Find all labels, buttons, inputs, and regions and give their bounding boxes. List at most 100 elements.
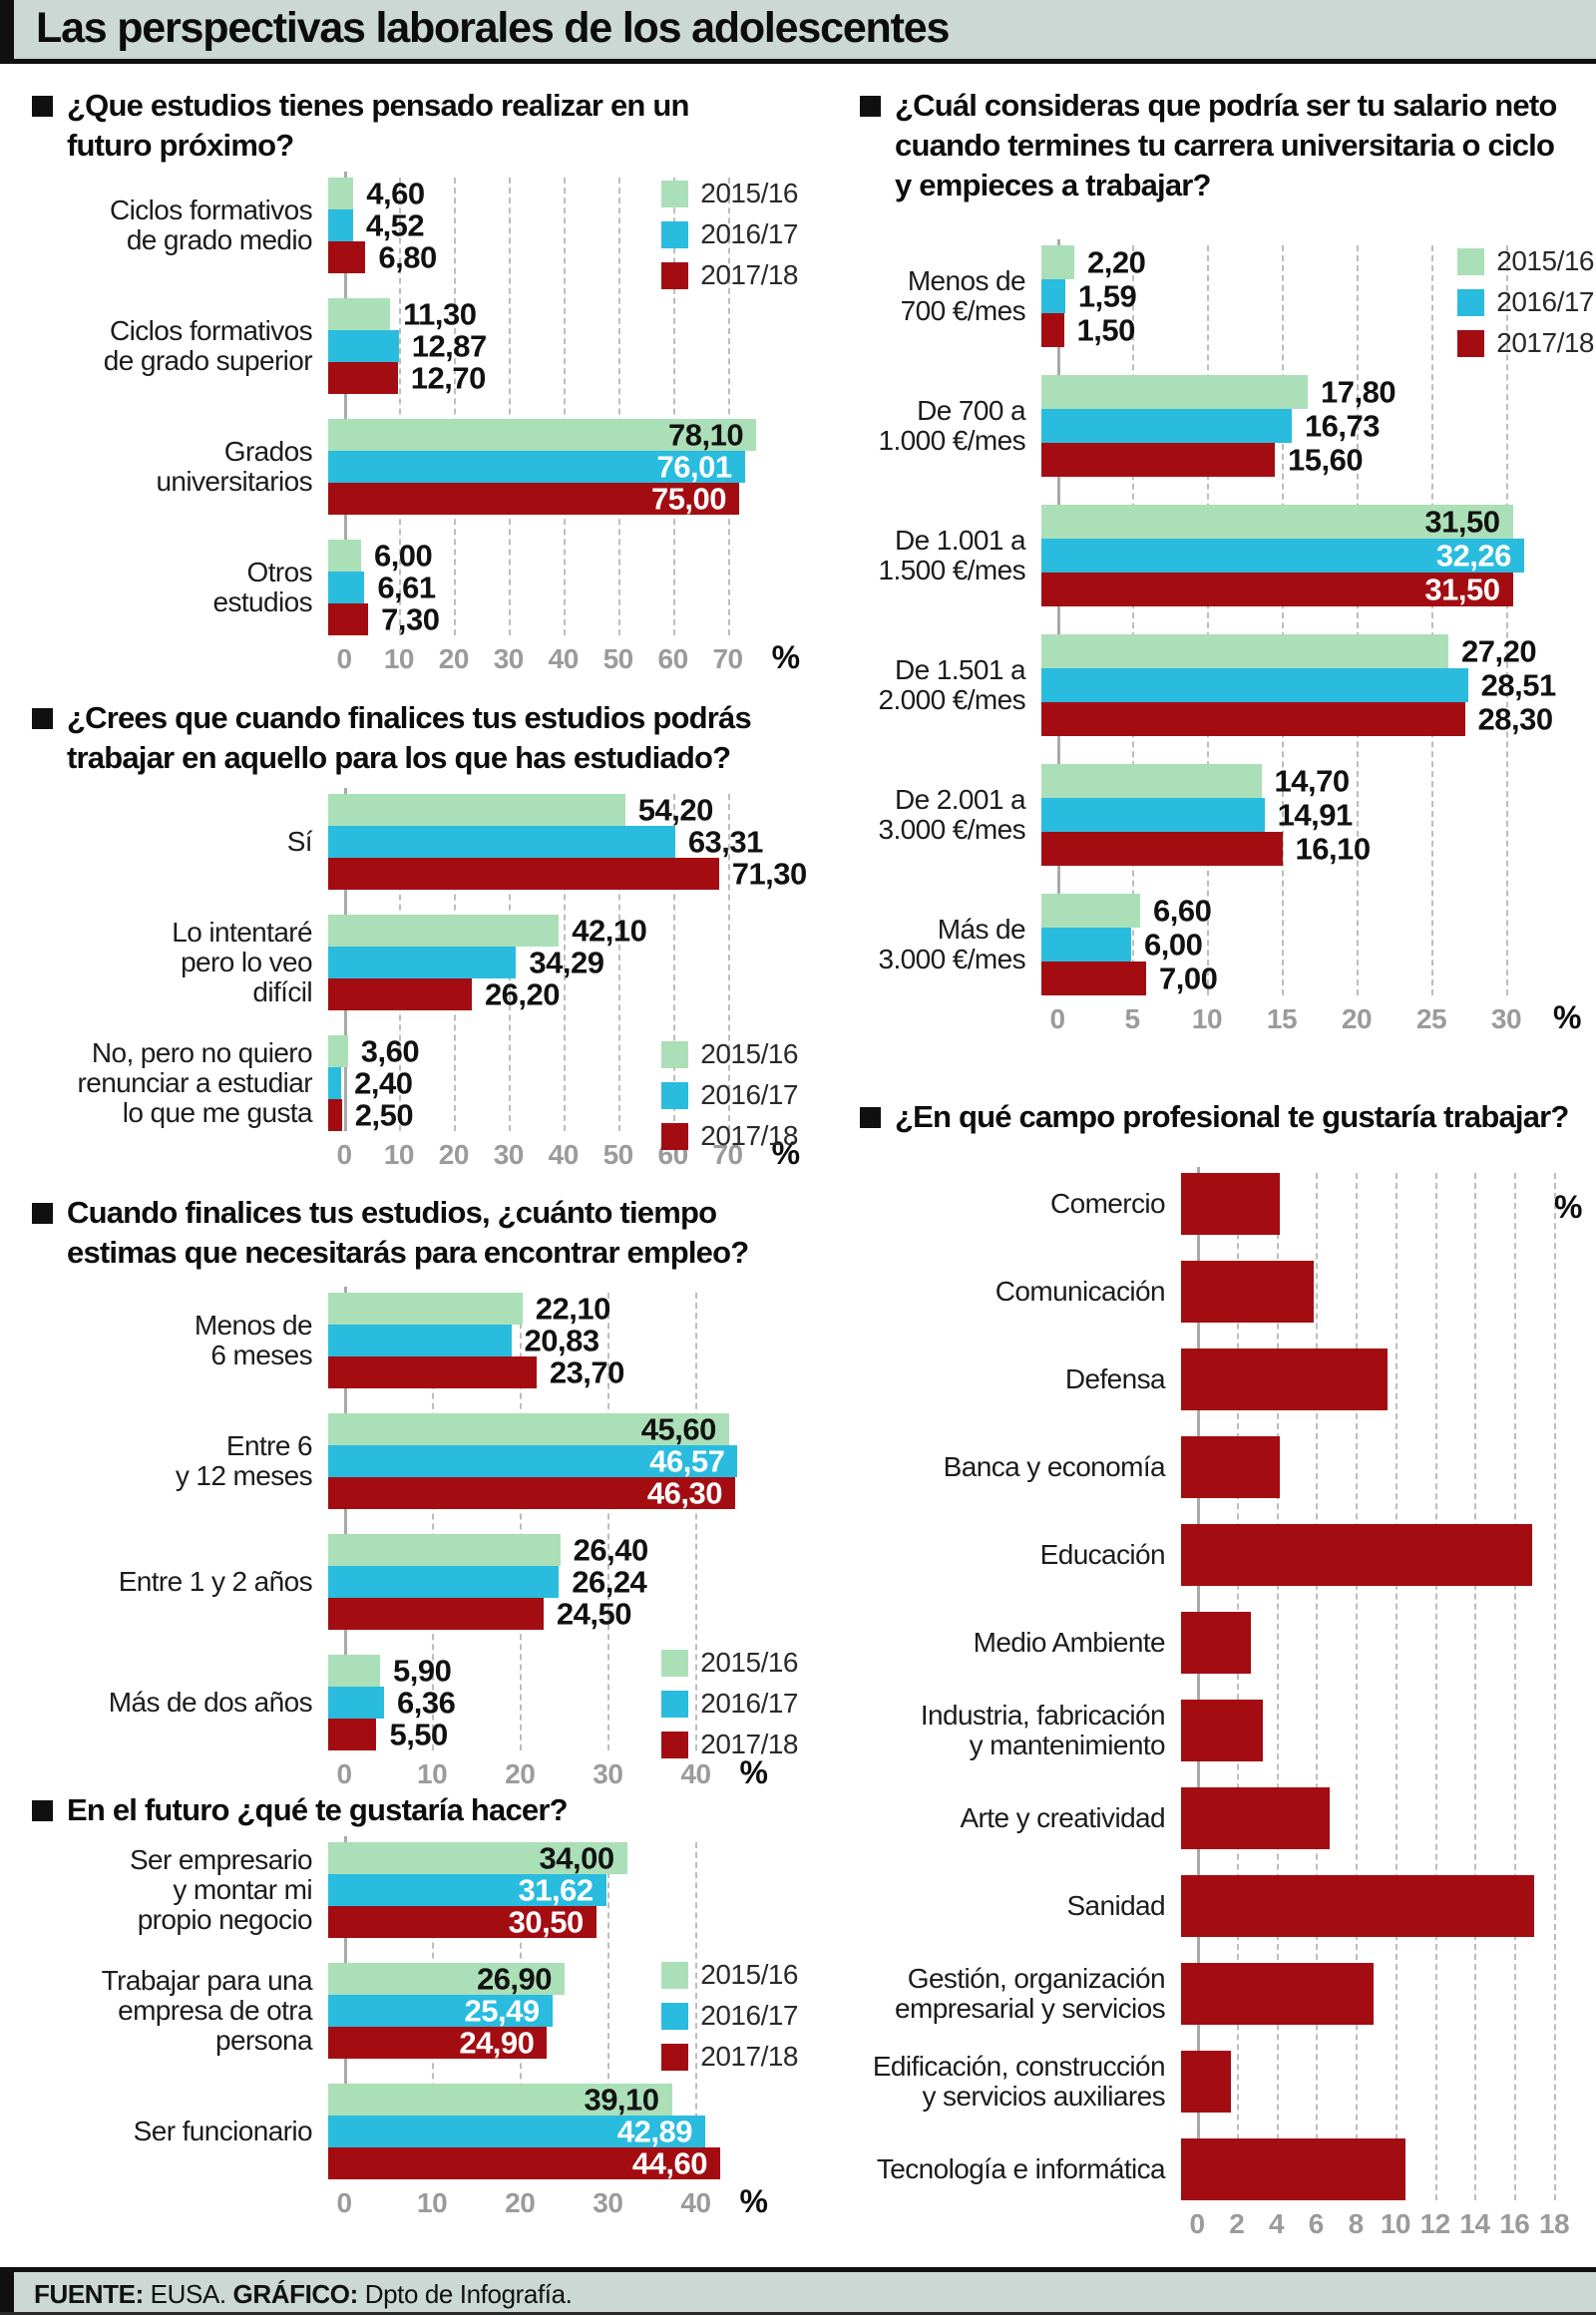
bar-group: Trabajar para una empresa de otra persona 2… <box>30 1963 798 2059</box>
axis-zero-line <box>344 1287 347 1750</box>
percent-label: % <box>771 1135 801 1171</box>
legend: 2015/16 2016/17 2017/18 <box>661 1038 798 1161</box>
bar-row: 30,50 <box>328 1906 772 1938</box>
bar-value-label: 28,51 <box>1480 667 1557 703</box>
bar-value-label: 12,70 <box>410 360 487 396</box>
legend-swatch-cyan <box>1457 288 1485 316</box>
bar-value-label: 4,52 <box>365 207 425 243</box>
bar <box>1181 2051 1231 2113</box>
bar <box>328 1477 735 1509</box>
legend-item: 2016/17 <box>661 2000 798 2032</box>
bar-value-label: 4,60 <box>366 176 425 211</box>
bars-area <box>1181 1261 1548 1323</box>
bar <box>1041 279 1065 313</box>
bar-row: 28,51 <box>1041 668 1556 702</box>
category-label: Grados universitarios <box>30 437 328 497</box>
legend-item: 2017/18 <box>661 1120 798 1152</box>
bar-row: 6,00 <box>1041 928 1535 962</box>
gridline <box>432 1293 435 1750</box>
bar <box>328 451 745 483</box>
bar-row <box>1181 1261 1548 1323</box>
percent-label: % <box>1553 999 1582 1035</box>
bars-area <box>1181 1700 1548 1761</box>
axis-tick: 70 <box>712 1139 743 1170</box>
bar-value-label: 34,29 <box>529 945 604 980</box>
category-label-line: De 2.001 a <box>895 784 1026 815</box>
gridline <box>508 178 511 635</box>
plot-area: Comercio Comunicación Defensa Banca y econo… <box>858 1167 1594 2256</box>
legend: 2015/16 2016/17 2017/18 <box>661 1647 798 1769</box>
gridline <box>453 178 456 635</box>
bar <box>328 1963 566 1995</box>
bar-row: 14,91 <box>1041 798 1535 832</box>
legend: 2015/16 2016/17 2017/18 <box>661 178 798 300</box>
bar-group: Industria, fabricación y mantenimiento <box>858 1700 1594 1761</box>
legend: 2015/16 2016/17 2017/18 <box>1457 245 1594 368</box>
chart-title: ¿En qué campo profesional te gustaría tr… <box>858 1097 1594 1137</box>
legend-swatch-red <box>661 2043 689 2071</box>
bar <box>328 603 369 635</box>
bar <box>328 978 472 1010</box>
bar-group: Educación <box>858 1524 1594 1586</box>
category-label-line: Defensa <box>1064 1363 1166 1394</box>
category-label-line: de grado superior <box>103 345 313 376</box>
legend-swatch-red <box>661 1731 689 1758</box>
category-label-line: Entre 1 y 2 años <box>118 1566 313 1597</box>
bar <box>328 241 366 273</box>
axis-tick: 40 <box>680 2187 711 2218</box>
category-label-line: 1.500 €/mes <box>878 555 1026 585</box>
bar <box>328 362 398 394</box>
category-label-line: Educación <box>1039 1539 1166 1570</box>
axis-tick: 5 <box>1124 1003 1140 1034</box>
bar <box>328 209 353 241</box>
category-label-line: Menos de <box>907 265 1026 296</box>
category-label-line: Arte y creatividad <box>960 1802 1165 1833</box>
legend-swatch-cyan <box>661 1690 689 1718</box>
bars-area <box>1181 1875 1548 1937</box>
bar <box>328 1413 729 1445</box>
bar-row: 3,60 <box>328 1035 772 1067</box>
chart-c2: ¿Crees que cuando finalices tus estudios… <box>30 698 807 1187</box>
gridline <box>672 794 675 1131</box>
bar-row: 2,50 <box>328 1099 772 1131</box>
category-label-line: y servicios auxiliares <box>922 2081 1165 2112</box>
bars-area: 39,10 42,89 44,60 <box>328 2084 772 2179</box>
category-label-line: y mantenimiento <box>969 1730 1166 1760</box>
category-label-line: Grados <box>223 436 313 467</box>
gridline <box>1506 245 1508 995</box>
bar-row: 54,20 <box>328 794 772 826</box>
bar-value-label: 24,90 <box>459 2025 535 2061</box>
bar-value-label: 27,20 <box>1461 633 1537 669</box>
bar-group: Comercio <box>858 1173 1594 1235</box>
bar-row: 5,90 <box>328 1655 772 1687</box>
x-axis: 0 10 20 30 40% <box>336 2183 798 2227</box>
bar-group: De 1.501 a 2.000 €/mes 27,20 28,51 28,30 <box>858 634 1594 736</box>
chart-title: En el futuro ¿qué te gustaría hacer? <box>30 1790 798 1830</box>
bar-row: 25,49 <box>328 1995 772 2027</box>
legend-label: 2016/17 <box>700 1688 798 1719</box>
legend-swatch-red <box>1457 329 1485 357</box>
bars-area: 6,00 6,61 7,30 <box>328 540 772 635</box>
bar-row <box>1181 2051 1548 2113</box>
category-label: Entre 1 y 2 años <box>30 1567 328 1597</box>
gridline <box>398 178 401 635</box>
bar-row: 6,36 <box>328 1687 772 1719</box>
bar-row: 1,59 <box>1041 279 1535 313</box>
bullet-square-icon <box>32 96 53 117</box>
bar-row: 78,10 <box>328 419 772 451</box>
bar-value-label: 31,62 <box>518 1872 595 1908</box>
legend-swatch-green <box>661 180 689 207</box>
axis-tick: 0 <box>336 643 352 674</box>
x-axis: 0 2 4 6 8 10 12 14 16 18 <box>1189 2208 1594 2248</box>
category-label-line: Edificación, construcción <box>872 2051 1166 2082</box>
legend-label: 2016/17 <box>700 2000 798 2031</box>
bar-value-label: 34,00 <box>539 1840 615 1876</box>
axis-tick: 6 <box>1308 2208 1325 2239</box>
bar-value-label: 14,70 <box>1274 763 1351 799</box>
grid-layer <box>1057 239 1551 995</box>
bars-area: 6,60 6,00 7,00 <box>1041 894 1535 995</box>
bar-value-label: 2,50 <box>354 1097 414 1133</box>
bar-group: Sanidad <box>858 1875 1594 1937</box>
bar-value-label: 6,80 <box>378 239 437 275</box>
bar <box>328 1534 561 1566</box>
